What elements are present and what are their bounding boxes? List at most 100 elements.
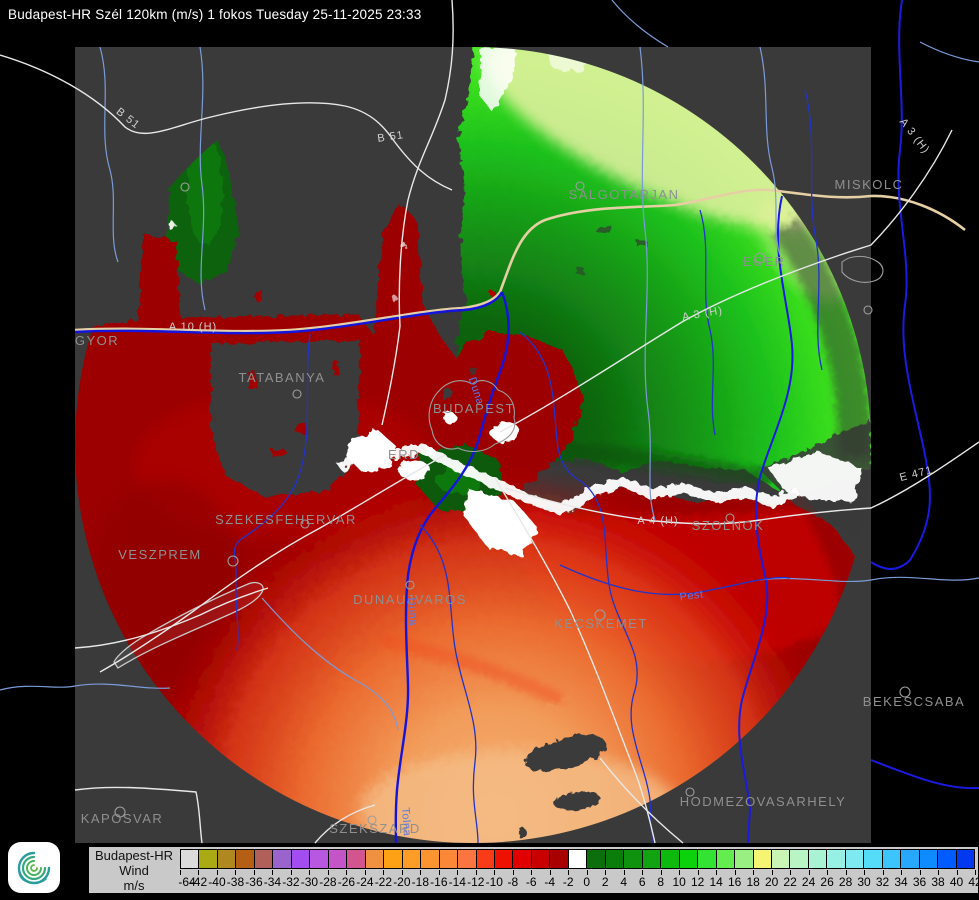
legend-tick-label: 8: [657, 875, 665, 889]
city-label: VESZPREM: [118, 547, 202, 562]
legend-tick: [253, 870, 255, 875]
legend-swatch: [918, 849, 938, 869]
legend-tick-label: 18: [746, 875, 760, 889]
legend-tick-label: -32: [282, 875, 300, 889]
legend-color-scale: [180, 849, 976, 869]
legend-tick-label: -10: [485, 875, 503, 889]
county-borders: [233, 89, 823, 844]
danube-river: [74, 291, 510, 844]
legend-tick: [494, 870, 496, 875]
legend-tick: [549, 870, 551, 875]
legend-tick: [919, 870, 921, 875]
legend-tick: [290, 870, 292, 875]
legend-tick-label: -2: [562, 875, 574, 889]
legend-tick-label: 34: [894, 875, 908, 889]
city-labels-layer: GYOR TATABANYA BUDAPEST ERD SZEKESFEHERVAR VE…: [75, 177, 964, 836]
legend-swatch: [235, 849, 254, 869]
cyclone-swirl-icon: [17, 851, 51, 884]
legend-swatch: [198, 849, 217, 869]
road-label: A 4 (H): [637, 515, 678, 527]
roads: [0, 0, 979, 844]
legend-tick-label: -16: [430, 875, 448, 889]
legend-tick: [180, 870, 181, 875]
legend-tick: [845, 870, 847, 875]
legend-tick: [771, 870, 773, 875]
city-label: GYOR: [75, 333, 119, 348]
legend-swatch: [881, 849, 901, 869]
legend-swatch: [530, 849, 550, 869]
legend-tick: [198, 870, 200, 875]
river-label: Tolna: [399, 807, 413, 837]
legend-swatch: [512, 849, 531, 869]
legend-tick: [956, 870, 958, 875]
city-label: ERD: [388, 447, 420, 462]
legend-tick: [623, 870, 625, 875]
legend-tick-label: 14: [709, 875, 723, 889]
city-label: SZEKESFEHERVAR: [215, 512, 357, 527]
city-label: BUDAPEST: [433, 401, 515, 416]
legend-tick-label: -26: [337, 875, 356, 889]
legend-tick-label: -38: [226, 875, 245, 889]
legend-swatch: [715, 849, 735, 869]
city-label: HODMEZOVASARHELY: [680, 794, 847, 809]
legend-swatch: [346, 849, 365, 869]
legend-swatch: [789, 849, 808, 869]
legend-tick-label: -22: [374, 875, 393, 889]
legend-tick-label: 22: [783, 875, 797, 889]
legend-tick-label: -12: [467, 875, 485, 889]
city-label: DUNAUJVAROS: [353, 592, 467, 607]
city-label: SZEKSZARD: [329, 821, 421, 836]
page-title: Budapest-HR Szél 120km (m/s) 1 fokos Tue…: [8, 7, 422, 22]
legend-tick: [864, 870, 866, 875]
legend-swatch: [457, 849, 476, 869]
legend-tick: [531, 870, 533, 875]
legend-swatch: [863, 849, 882, 869]
legend-swatch: [697, 849, 716, 869]
city-label: SALGOTARJAN: [569, 187, 680, 202]
legend-tick-label: 0: [583, 875, 591, 889]
legend-swatch: [734, 849, 753, 869]
legend-tick: [827, 870, 829, 875]
city-label: SZOLNOK: [692, 518, 765, 533]
legend-swatch: [327, 849, 347, 869]
legend-tick-label: -34: [263, 875, 282, 889]
legend-swatch: [623, 849, 642, 869]
legend-swatch: [272, 849, 291, 869]
city-label: KAPOSVAR: [81, 811, 164, 826]
legend-tick-label: 30: [857, 875, 871, 889]
legend-swatch: [955, 849, 976, 869]
legend-tick-label: 10: [672, 875, 686, 889]
river-label: Pest: [679, 588, 704, 603]
city-label: MISKOLC: [834, 177, 903, 192]
legend-tick: [235, 870, 237, 875]
city-label: TATABANYA: [239, 370, 326, 385]
road-label: B 51: [377, 129, 405, 145]
legend-tick-label: 4: [620, 875, 628, 889]
legend-swatch: [549, 849, 568, 869]
legend-tick-label: 28: [838, 875, 853, 889]
river-label: Duna: [405, 597, 419, 626]
legend-tick: [216, 870, 218, 875]
legend-swatch: [364, 849, 384, 869]
legend-tick-labels: -64 -42 -40 -38 -36 -34 -32 -30 -28 -26 -24 -22 -20-…: [178, 870, 979, 892]
legend-tick-label: -42: [189, 875, 208, 889]
provider-logo: [8, 842, 60, 893]
legend-tick: [401, 870, 403, 875]
legend-tick: [309, 870, 311, 875]
legend-tick: [438, 870, 440, 875]
legend-swatch: [586, 849, 605, 869]
legend-tick: [753, 870, 755, 875]
legend-swatch: [752, 849, 771, 869]
legend-swatch: [290, 849, 310, 869]
legend-tick: [346, 870, 348, 875]
legend-tick-label: 38: [931, 875, 945, 889]
legend-tick: [586, 870, 588, 875]
legend-swatch: [937, 849, 956, 869]
legend-swatch: [567, 849, 587, 869]
legend-swatch: [493, 849, 513, 869]
legend-swatch: [216, 849, 236, 869]
geo-overlay: GYOR TATABANYA BUDAPEST ERD SZEKESFEHERVAR VE…: [0, 0, 979, 844]
legend-tick-label: -6: [525, 875, 537, 889]
legend-tick-label: 26: [820, 875, 834, 889]
